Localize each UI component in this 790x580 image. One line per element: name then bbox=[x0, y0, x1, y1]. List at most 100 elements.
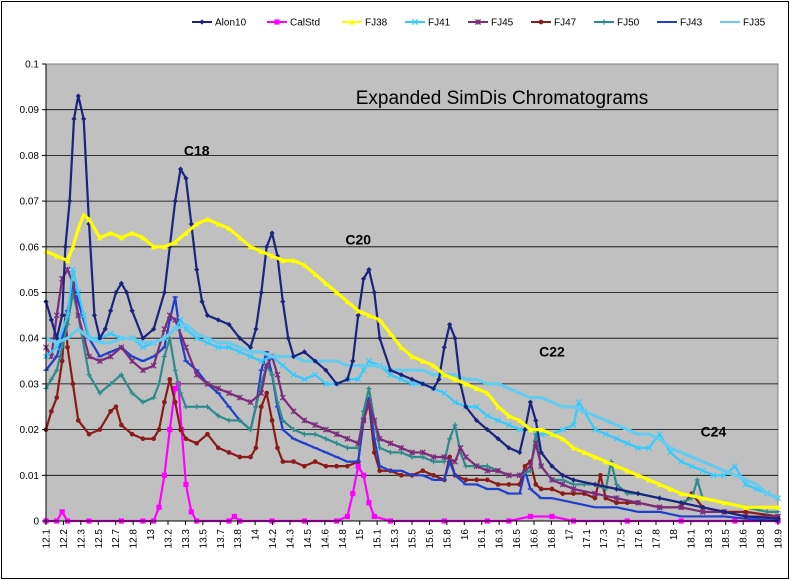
data-point bbox=[495, 467, 502, 474]
data-point bbox=[161, 289, 168, 296]
data-point bbox=[349, 19, 355, 25]
data-point bbox=[119, 422, 124, 428]
data-point bbox=[699, 508, 706, 515]
data-point bbox=[247, 353, 254, 360]
data-point bbox=[710, 472, 717, 479]
data-point bbox=[624, 468, 630, 474]
data-point bbox=[441, 390, 448, 397]
data-point bbox=[694, 477, 700, 483]
data-point bbox=[457, 444, 464, 451]
data-point bbox=[387, 440, 394, 447]
x-tick-label: 16.6 bbox=[530, 529, 541, 549]
data-point bbox=[419, 449, 426, 456]
data-point bbox=[505, 472, 512, 479]
data-point bbox=[312, 459, 318, 464]
data-point bbox=[312, 431, 318, 437]
data-point bbox=[506, 482, 512, 487]
legend-label: FJ50 bbox=[617, 18, 640, 29]
data-point bbox=[258, 289, 264, 296]
data-point bbox=[48, 376, 54, 382]
data-point bbox=[495, 482, 501, 487]
data-point bbox=[151, 436, 156, 442]
data-point bbox=[447, 321, 453, 328]
data-point bbox=[64, 266, 71, 273]
data-point bbox=[322, 380, 329, 387]
data-point bbox=[323, 436, 329, 442]
series-fj47 bbox=[43, 313, 781, 519]
data-point bbox=[485, 477, 490, 483]
data-point bbox=[215, 413, 221, 419]
data-point bbox=[462, 453, 469, 461]
data-point bbox=[398, 472, 404, 478]
data-point bbox=[59, 358, 65, 364]
data-point bbox=[538, 19, 544, 25]
data-point bbox=[699, 467, 706, 474]
legend-label: FJ43 bbox=[680, 18, 703, 29]
data-point bbox=[70, 244, 76, 250]
data-point bbox=[54, 367, 60, 373]
data-point bbox=[430, 385, 437, 392]
data-point bbox=[161, 472, 168, 478]
data-point bbox=[436, 376, 442, 382]
data-point bbox=[237, 417, 243, 424]
x-tick-label: 12.2 bbox=[59, 529, 70, 549]
data-point bbox=[731, 463, 738, 470]
data-point bbox=[323, 463, 329, 469]
data-point bbox=[75, 225, 81, 232]
data-point bbox=[635, 472, 641, 478]
x-tick-label: 17.3 bbox=[599, 529, 610, 549]
data-point bbox=[215, 221, 221, 227]
data-point bbox=[591, 426, 599, 433]
data-point bbox=[172, 316, 179, 323]
data-point bbox=[290, 427, 297, 433]
data-point bbox=[420, 454, 426, 460]
data-point bbox=[688, 463, 695, 470]
data-point bbox=[570, 445, 577, 451]
y-tick-label: 0.07 bbox=[20, 197, 40, 208]
data-point bbox=[53, 312, 60, 319]
data-point bbox=[430, 363, 437, 369]
x-tick-label: 18.5 bbox=[721, 529, 732, 549]
data-point bbox=[80, 312, 87, 319]
data-point bbox=[656, 481, 663, 488]
data-point bbox=[75, 93, 81, 99]
data-point bbox=[624, 440, 631, 447]
data-point bbox=[549, 463, 555, 469]
data-point bbox=[420, 358, 426, 364]
data-point bbox=[560, 472, 566, 478]
x-tick-label: 17.8 bbox=[652, 529, 663, 549]
data-point bbox=[743, 509, 749, 515]
data-point bbox=[275, 445, 280, 451]
x-tick-label: 12.1 bbox=[42, 529, 53, 549]
data-point bbox=[70, 381, 76, 387]
data-point bbox=[279, 362, 286, 369]
data-point bbox=[678, 490, 684, 497]
legend-item-fj45: FJ45 bbox=[468, 18, 514, 29]
data-point bbox=[613, 463, 620, 469]
data-point bbox=[177, 166, 184, 172]
data-point bbox=[124, 289, 130, 296]
data-point bbox=[355, 308, 361, 314]
data-point bbox=[360, 417, 367, 424]
data-point bbox=[559, 481, 566, 488]
data-point bbox=[139, 344, 146, 351]
x-tick-label: 16.1 bbox=[477, 529, 488, 549]
data-point bbox=[344, 513, 351, 520]
data-point bbox=[505, 422, 512, 429]
data-point bbox=[559, 426, 566, 433]
data-point bbox=[495, 404, 501, 410]
data-point bbox=[108, 408, 113, 414]
data-point bbox=[560, 477, 566, 483]
data-point bbox=[764, 509, 770, 515]
data-point bbox=[59, 509, 65, 515]
data-point bbox=[506, 445, 512, 451]
data-point bbox=[59, 312, 65, 318]
data-point bbox=[408, 449, 416, 456]
data-point bbox=[613, 495, 620, 502]
data-point bbox=[215, 385, 222, 392]
data-point bbox=[323, 280, 329, 286]
data-point bbox=[67, 198, 73, 204]
data-point bbox=[81, 116, 87, 122]
data-point bbox=[344, 376, 351, 382]
data-point bbox=[166, 312, 173, 319]
